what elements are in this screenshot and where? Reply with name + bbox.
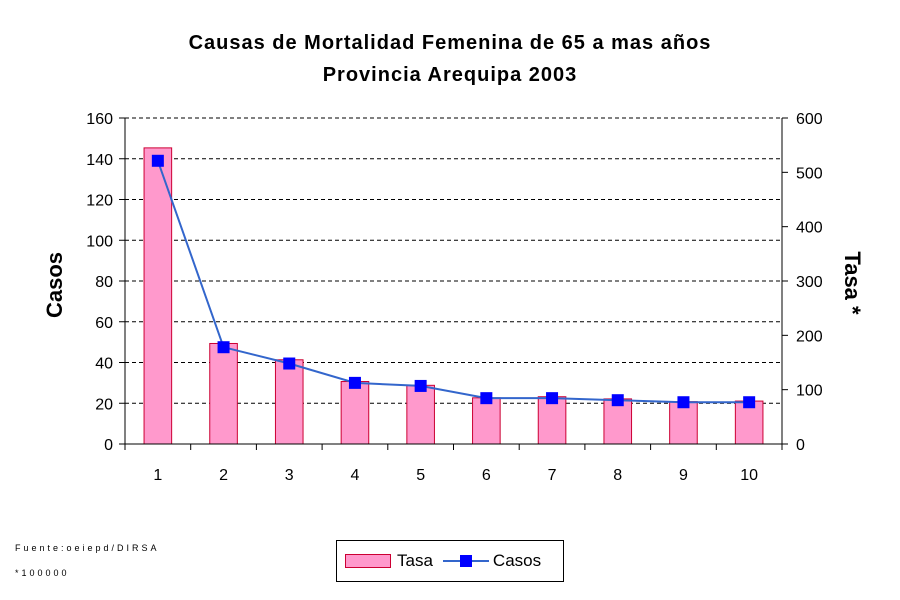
rate-footnote: *100000 [15,568,70,578]
y-tick-label: 60 [95,315,113,332]
marker-casos-9 [677,396,690,409]
x-tick-label: 4 [350,467,359,484]
y2-tick-label: 500 [796,165,823,182]
marker-casos-10 [743,396,756,409]
chart-subtitle: Provincia Arequipa 2003 [323,64,578,86]
y-tick-label: 20 [95,396,113,413]
y-tick-label: 120 [86,193,113,210]
bar-tasa-1 [143,147,173,445]
axes [119,117,788,450]
legend-swatch-tasa [345,554,391,568]
x-tick-label: 9 [679,467,688,484]
x-tick-label: 3 [285,467,294,484]
marker-casos-4 [348,376,361,389]
y-tick-label: 40 [95,356,113,373]
bar-tasa-4 [340,381,370,445]
bar-tasa-5 [406,384,435,445]
tick-labels: 0 20 40 60 80 100 120 140 160 0 100 200 300 400 500 600… [86,111,823,484]
marker-casos-1 [151,154,164,167]
y2-axis-label: Tasa * [840,251,865,315]
legend-label-tasa: Tasa [397,551,433,570]
bar-tasa-6 [472,397,501,445]
legend-marker-casos [459,555,472,567]
y-tick-label: 160 [86,111,113,128]
marker-casos-8 [611,394,624,407]
x-tick-label: 2 [219,467,228,484]
marker-casos-7 [546,392,559,405]
legend-line-casos [442,554,489,568]
y2-tick-label: 100 [796,383,823,400]
bar-series-tasa [143,147,764,445]
y2-tick-label: 0 [796,437,805,454]
y2-tick-label: 600 [796,111,823,128]
line-series-casos [151,154,756,409]
x-tick-label: 5 [416,467,425,484]
x-tick-label: 1 [153,467,162,484]
source-note: Fuente:oeiepd/DIRSA [15,543,160,553]
marker-casos-5 [414,379,427,392]
y2-tick-label: 400 [796,220,823,237]
bar-tasa-2 [209,342,238,445]
bar-tasa-3 [274,359,304,445]
y2-tick-label: 300 [796,274,823,291]
marker-casos-3 [283,357,296,370]
line-casos [156,160,750,404]
x-tick-label: 10 [740,467,758,484]
marker-casos-6 [480,392,493,405]
legend-label-casos: Casos [492,551,542,570]
y-tick-label: 100 [86,233,113,250]
marker-casos-2 [217,341,230,354]
y2-tick-label: 200 [796,328,823,345]
x-tick-label: 8 [613,467,622,484]
bar-tasa-9 [669,401,698,445]
y-axis-label: Casos [42,252,67,318]
y-tick-label: 140 [86,152,113,169]
y-tick-label: 80 [95,274,113,291]
legend-item-casos: Casos [437,551,541,571]
legend-item-tasa: Tasa [337,551,433,571]
chart-title: Causas de Mortalidad Femenina de 65 a ma… [189,32,712,54]
x-tick-label: 6 [482,467,491,484]
x-tick-label: 7 [548,467,557,484]
bar-tasa-7 [537,396,567,445]
y-tick-label: 0 [104,437,113,454]
legend: Tasa Casos [336,540,564,582]
